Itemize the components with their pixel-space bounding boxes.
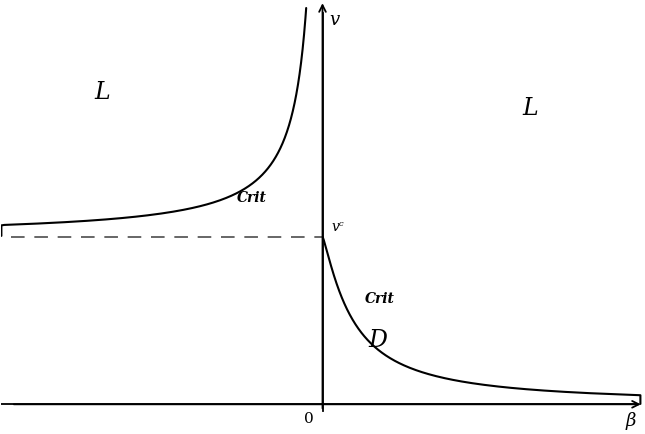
Text: 0: 0 [304,411,313,425]
Text: L: L [94,81,110,104]
Text: Crit: Crit [237,190,267,204]
Text: Crit: Crit [365,291,395,305]
Text: D: D [368,328,387,351]
Text: v: v [329,11,339,30]
Text: vᶜ: vᶜ [332,219,344,233]
Text: L: L [522,96,539,119]
Text: β: β [625,411,635,429]
